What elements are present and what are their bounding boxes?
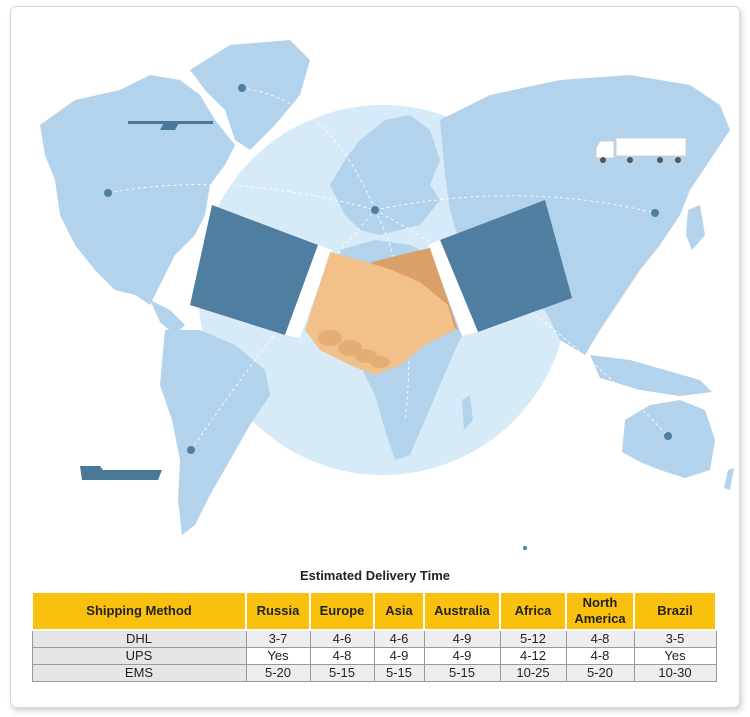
new-zealand xyxy=(724,468,734,490)
header-australia: Australia xyxy=(423,591,501,631)
cell-north-america: 4-8 xyxy=(565,629,635,648)
header-north-america: North America xyxy=(565,591,635,631)
south-america xyxy=(160,330,270,535)
cell-method: DHL xyxy=(31,629,247,648)
delivery-time-table: Shipping Method Russia Europe Asia Austr… xyxy=(31,591,717,682)
central-america xyxy=(150,300,185,335)
cell-north-america: 4-8 xyxy=(565,647,635,665)
table-row: EMS 5-20 5-15 5-15 5-15 10-25 5-20 10-30 xyxy=(31,664,717,682)
header-shipping-method: Shipping Method xyxy=(31,591,247,631)
cell-europe: 4-6 xyxy=(309,629,375,648)
cell-australia: 4-9 xyxy=(423,647,501,665)
cell-africa: 5-12 xyxy=(499,629,567,648)
cell-asia: 5-15 xyxy=(373,664,425,682)
cell-asia: 4-6 xyxy=(373,629,425,648)
cell-africa: 10-25 xyxy=(499,664,567,682)
cell-north-america: 5-20 xyxy=(565,664,635,682)
north-america xyxy=(40,75,235,305)
cell-brazil: Yes xyxy=(633,647,717,665)
table-title: Estimated Delivery Time xyxy=(299,568,451,583)
cell-asia: 4-9 xyxy=(373,647,425,665)
table-row: DHL 3-7 4-6 4-6 4-9 5-12 4-8 3-5 xyxy=(31,629,717,648)
cell-brazil: 3-5 xyxy=(633,629,717,648)
header-russia: Russia xyxy=(245,591,311,631)
southeast-asia-islands xyxy=(590,355,712,396)
europe xyxy=(330,115,440,235)
cell-method: UPS xyxy=(31,647,247,665)
location-dots xyxy=(104,84,672,550)
header-brazil: Brazil xyxy=(633,591,717,631)
greenland xyxy=(190,40,310,150)
table-row: UPS Yes 4-8 4-9 4-9 4-12 4-8 Yes xyxy=(31,647,717,665)
cell-australia: 5-15 xyxy=(423,664,501,682)
ship-icon xyxy=(80,466,162,480)
header-europe: Europe xyxy=(309,591,375,631)
cell-russia: 5-20 xyxy=(245,664,311,682)
cell-europe: 4-8 xyxy=(309,647,375,665)
truck-icon xyxy=(595,137,687,163)
cell-africa: 4-12 xyxy=(499,647,567,665)
cell-australia: 4-9 xyxy=(423,629,501,648)
madagascar xyxy=(462,395,473,430)
cell-russia: 3-7 xyxy=(245,629,311,648)
cell-method: EMS xyxy=(31,664,247,682)
handshake-icon xyxy=(190,200,572,375)
header-africa: Africa xyxy=(499,591,567,631)
japan xyxy=(686,205,705,250)
cell-brazil: 10-30 xyxy=(633,664,717,682)
table-header-row: Shipping Method Russia Europe Asia Austr… xyxy=(31,591,717,631)
header-asia: Asia xyxy=(373,591,425,631)
airplane-icon xyxy=(128,121,213,130)
cell-europe: 5-15 xyxy=(309,664,375,682)
cell-russia: Yes xyxy=(245,647,311,665)
